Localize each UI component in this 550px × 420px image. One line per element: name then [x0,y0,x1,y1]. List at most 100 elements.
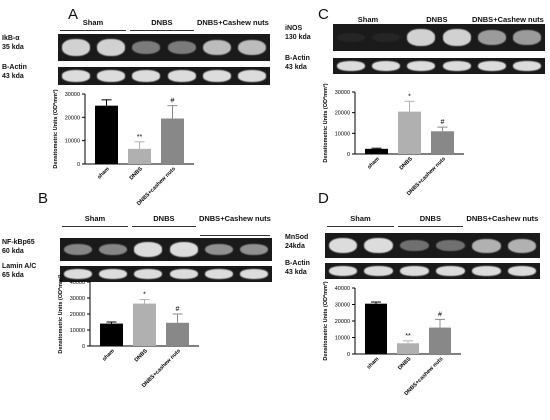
blot-band [96,39,126,56]
significance-mark: ** [405,333,411,340]
y-tick-label: 0 [347,352,350,358]
blot-label: iNOS 130 kda [285,24,311,42]
bar-dnbs-cashew-nuts [166,322,189,346]
category-label: sham [366,356,380,370]
blot-band [167,70,196,82]
blot-label-line: 130 kda [285,34,311,41]
blot-label-line: 60 kda [2,248,24,255]
blot-label-line: NF-kBp65 [2,239,35,246]
group-label: DNBS [426,15,448,24]
blot-label-line: B-Actin [285,260,310,267]
blot-label-line: 35 kda [2,44,24,51]
group-label: DNBS+Cashew nuts [196,18,269,27]
blot-band [364,266,394,276]
blot-band [336,61,365,71]
blot-label-line: iNOS [285,25,303,32]
panel-d: D Sham DNBS DNBS+Cashew nuts MnSod 24kda B-Act… [275,190,550,420]
panel-letter: C [318,6,329,23]
y-axis-label: Densitometric Units (OD*mm²) [322,281,329,360]
category-label: DNBS+cashew nuts [141,348,182,389]
bar-chart: 0 10000 20000 30000 Densitometric Units (OD*… [322,83,464,197]
blot-band [98,243,128,256]
y-axis-label: Densitometric Units (OD*mm²) [52,89,59,168]
blot-label-line: 43 kda [285,64,307,71]
blot-band [507,266,537,276]
significance-mark: ** [137,134,143,141]
category-label: DNBS+cashew nuts [136,166,177,207]
bar-dnbs [398,111,421,154]
blot-band [328,266,358,276]
significance-mark: # [176,306,180,313]
blot-band [400,239,429,252]
bar-chart: 0 10000 20000 30000 Densitometric Units (OD*… [52,89,194,207]
y-tick-label: 10000 [335,131,350,137]
bar-dnbs [133,303,156,346]
y-tick-label: 10000 [65,139,80,145]
blot-label: MnSod 24kda [285,233,308,251]
blot-label-line: 65 kda [2,272,24,279]
blot-band [407,61,436,71]
bar-chart: 0 10000 20000 30000 40000 Densitometric Units… [57,274,199,389]
blot-band [204,269,234,279]
blot-label: B-Actin 43 kda [2,63,27,81]
y-tick-label: 20000 [65,115,80,121]
y-tick-label: 30000 [335,90,350,96]
bar-dnbs [128,148,151,164]
blot-label-line: B-Actin [2,64,27,71]
group-label: Sham [84,214,106,223]
group-bracket [327,226,394,227]
blot-band [169,242,198,257]
blot-band [442,61,471,71]
y-axis-label: Densitometric Units (OD*mm²) [57,274,64,353]
blot-band [477,30,507,45]
panel-c: C Sham DNBS DNBS+Cashew nuts iNOS 130 kda B-Ac… [275,0,550,210]
blot-band [240,269,269,279]
blot-label-line: Lamin A/C [2,263,37,270]
group-bracket [62,226,128,227]
panel-b: B Sham DNBS DNBS+Cashew nuts NF-kBp65 60 kda L… [0,190,275,420]
group-label: DNBS [419,214,441,223]
blot-band [407,29,436,46]
y-axis-label: Densitometric Units (OD*mm²) [322,83,329,162]
blot-label: B-Actin 43 kda [285,54,310,72]
category-label: DNBS [397,356,412,371]
blot-label-line: 43 kda [285,269,307,276]
blot-label-line: 24kda [285,243,305,250]
category-label: DNBS [399,156,414,171]
blot-band [436,239,465,252]
y-tick-label: 30000 [70,296,85,302]
blot-strip [60,266,272,282]
blot-label: B-Actin 43 kda [285,259,310,277]
blot-band [98,269,128,279]
group-bracket [129,30,194,31]
bar-dnbs-cashew-nuts [429,327,451,354]
y-tick-label: 30000 [335,303,350,309]
y-tick-label: 0 [82,344,85,350]
group-bracket [60,30,126,31]
blot-label-line: IkB-α [2,35,20,42]
blot-band [132,40,161,55]
group-label: DNBS [151,18,173,27]
blot-strip [333,24,545,51]
blot-label-line: MnSod [285,234,309,241]
group-label: Sham [82,18,104,27]
y-tick-label: 0 [347,152,350,158]
blot-band [513,30,542,45]
blot-band [61,70,90,82]
y-tick-label: 0 [77,162,80,168]
blot-band [513,61,542,71]
y-tick-label: 40000 [70,280,85,286]
group-label: DNBS+Cashew nuts [198,214,271,223]
group-label: Sham [357,15,379,24]
panel-letter: B [38,190,49,207]
blot-band [328,237,358,254]
y-tick-label: 20000 [70,312,85,318]
blot-label-line: B-Actin [285,55,310,62]
y-tick-label: 30000 [65,92,80,98]
blot-band [477,61,507,71]
blot-band [63,243,92,256]
significance-mark: # [441,119,445,126]
blot-band [167,40,196,55]
blot-band [507,238,537,253]
significance-mark: * [143,292,146,299]
